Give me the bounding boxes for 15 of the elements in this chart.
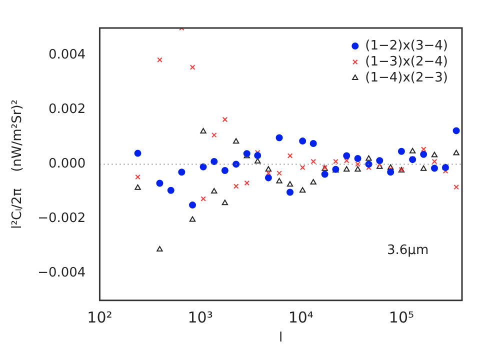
y-axis-title: l²Cₗ/2π (nW/m²Sr)² <box>10 100 26 229</box>
y-tick-label: −0.002 <box>38 211 86 226</box>
legend-label: (1−4)x(2−3) <box>365 70 448 86</box>
x-tick-label: 10² <box>87 308 112 326</box>
legend-label: (1−3)x(2−4) <box>365 54 448 70</box>
y-tick-label: −0.004 <box>38 266 86 281</box>
x-tick-label: 10⁵ <box>388 308 414 326</box>
x-axis-title: l <box>279 330 283 346</box>
y-tick-label: 0.002 <box>48 102 86 118</box>
annotation: 3.6μm <box>387 242 429 258</box>
legend-label: (1−2)x(3−4) <box>365 38 448 54</box>
x-tick-label: 10⁴ <box>288 308 314 326</box>
y-tick-label: 0.000 <box>48 156 86 172</box>
y-tick-label: 0.004 <box>48 48 86 63</box>
x-tick-label: 10³ <box>188 308 213 326</box>
